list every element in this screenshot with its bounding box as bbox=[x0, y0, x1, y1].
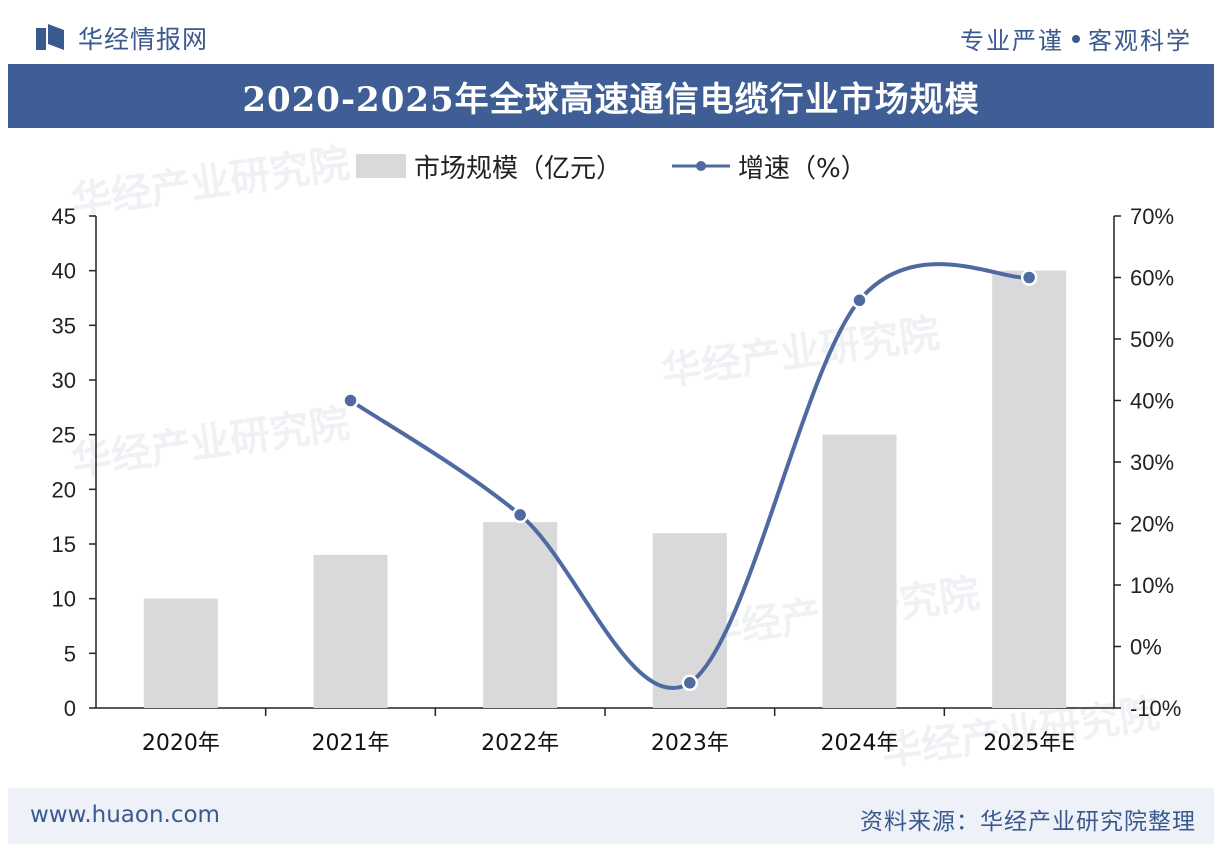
y-left-tick-label: 20 bbox=[52, 477, 76, 502]
y-left-tick-label: 10 bbox=[52, 587, 76, 612]
footer-site: www.huaon.com bbox=[30, 802, 220, 828]
legend-bar-label: 市场规模（亿元） bbox=[414, 153, 623, 184]
legend-line-swatch bbox=[672, 161, 731, 171]
chart-plot: 0 5 10 15 20 25 30 35 40 45 -10% 0% 10% 20% 30% 40% 50% 6… bbox=[52, 204, 1182, 756]
y-right-tick-label: 40% bbox=[1130, 389, 1174, 414]
y-left-tick-label: 30 bbox=[52, 368, 76, 393]
x-tick-label: 2025年E bbox=[983, 731, 1075, 756]
x-tick-label: 2022年 bbox=[481, 731, 559, 756]
legend-item-bar: 市场规模（亿元） bbox=[356, 148, 622, 185]
legend-bar-swatch bbox=[356, 154, 406, 178]
x-tick-label: 2023年 bbox=[651, 731, 729, 756]
y-right-tick-label: 50% bbox=[1130, 327, 1174, 352]
footer-source: 资料来源：华经产业研究院整理 bbox=[860, 809, 1196, 835]
bullet-dot-icon bbox=[1072, 34, 1080, 43]
growth-point bbox=[681, 674, 699, 692]
y-left-tick-label: 5 bbox=[64, 641, 76, 666]
y-left-tick-label: 15 bbox=[52, 532, 76, 557]
slogan: 专业严谨 客观科学 bbox=[960, 21, 1192, 56]
bar bbox=[143, 598, 218, 708]
brand-logo-icon bbox=[36, 24, 64, 50]
bar bbox=[483, 522, 558, 708]
growth-point bbox=[1020, 269, 1038, 286]
chart-title: 2020-2025年全球高速通信电缆行业市场规模 bbox=[242, 79, 980, 120]
y-left-tick-label: 0 bbox=[64, 696, 76, 721]
y-right-tick-label: 10% bbox=[1130, 573, 1174, 598]
growth-point bbox=[511, 506, 529, 524]
brand-name: 华经情报网 bbox=[78, 25, 209, 54]
bar bbox=[992, 270, 1067, 708]
y-right-tick-label: 70% bbox=[1130, 204, 1174, 229]
slogan-right: 客观科学 bbox=[1088, 27, 1192, 55]
y-right-tick-label: 60% bbox=[1130, 266, 1174, 291]
legend-item-line: 增速（%） bbox=[670, 148, 867, 185]
y-left-tick-label: 25 bbox=[52, 423, 76, 448]
y-right-tick-label: 20% bbox=[1130, 512, 1174, 537]
y-left-tick-label: 40 bbox=[52, 259, 76, 284]
footer: www.huaon.com 资料来源：华经产业研究院整理 bbox=[8, 788, 1214, 844]
x-tick-label: 2024年 bbox=[821, 731, 899, 756]
slogan-left: 专业严谨 bbox=[960, 27, 1064, 55]
chart-legend: 市场规模（亿元） 增速（%） bbox=[356, 148, 915, 184]
y-left-tick-label: 35 bbox=[52, 313, 76, 338]
y-right-tick-label: 0% bbox=[1130, 635, 1162, 660]
x-tick-label: 2020年 bbox=[142, 731, 220, 756]
x-tick-label: 2021年 bbox=[312, 731, 390, 756]
top-header: 华经情报网 专业严谨 客观科学 bbox=[0, 0, 1222, 62]
growth-point bbox=[851, 292, 868, 309]
y-left-tick-label: 45 bbox=[52, 204, 76, 229]
y-right-tick-label: 30% bbox=[1130, 450, 1174, 475]
y-right-tick-label: -10% bbox=[1130, 696, 1181, 721]
bar bbox=[313, 554, 388, 708]
title-band: 2020-2025年全球高速通信电缆行业市场规模 bbox=[8, 64, 1214, 128]
growth-point bbox=[342, 392, 359, 409]
legend-line-label: 增速（%） bbox=[738, 153, 867, 184]
bar bbox=[822, 434, 897, 708]
